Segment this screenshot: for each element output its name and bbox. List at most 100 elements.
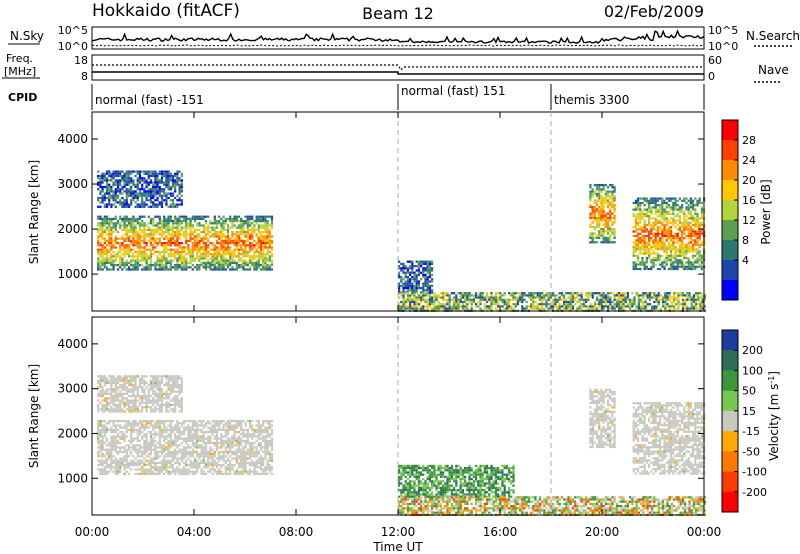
data-cell — [160, 466, 164, 469]
data-cell — [508, 300, 511, 304]
data-cell — [200, 448, 203, 451]
data-cell — [672, 261, 675, 264]
freq-tick-top: 18 — [74, 54, 88, 67]
data-cell — [143, 237, 146, 240]
data-cell — [112, 244, 115, 247]
data-cell — [703, 294, 706, 297]
data-cell — [169, 235, 172, 238]
data-cell — [103, 259, 106, 262]
data-cell — [202, 459, 205, 462]
data-cell — [656, 230, 659, 233]
data-cell — [108, 242, 111, 245]
data-cell — [180, 470, 183, 473]
data-cell — [687, 221, 690, 224]
data-cell — [198, 228, 201, 231]
data-cell — [152, 194, 155, 197]
velocity-data — [97, 375, 706, 516]
data-cell — [189, 257, 192, 260]
data-cell — [123, 426, 126, 429]
data-cell — [613, 294, 616, 297]
data-cell — [634, 226, 637, 229]
data-cell — [171, 464, 175, 467]
data-cell — [97, 235, 100, 238]
data-cell — [641, 243, 644, 246]
data-cell — [143, 472, 146, 475]
data-cell — [600, 197, 603, 200]
data-cell — [121, 464, 124, 467]
data-cell — [695, 294, 698, 297]
data-cell — [698, 250, 701, 253]
data-cell — [138, 420, 142, 423]
data-cell — [262, 264, 265, 267]
data-cell — [255, 233, 258, 236]
data-cell — [127, 420, 131, 423]
data-cell — [600, 217, 603, 220]
data-cell — [127, 228, 131, 231]
data-cell — [257, 242, 260, 245]
data-cell — [231, 253, 234, 256]
data-cell — [191, 226, 194, 229]
data-cell — [251, 248, 254, 251]
data-cell — [684, 307, 687, 310]
data-cell — [666, 305, 669, 308]
data-cell — [246, 253, 249, 256]
data-cell — [196, 464, 199, 467]
data-cell — [417, 265, 420, 268]
data-cell — [196, 466, 199, 469]
data-cell — [154, 424, 157, 427]
data-cell — [626, 296, 629, 299]
data-cell — [231, 257, 234, 260]
data-cell — [699, 292, 702, 295]
data-cell — [125, 179, 128, 182]
data-cell — [114, 228, 117, 231]
data-cell — [244, 261, 247, 264]
data-cell — [674, 241, 677, 244]
data-cell — [182, 257, 186, 260]
data-cell — [116, 201, 120, 204]
data-cell — [398, 292, 401, 295]
data-cell — [165, 224, 168, 227]
data-cell — [141, 170, 144, 173]
data-cell — [110, 244, 113, 247]
data-cell — [211, 264, 214, 267]
data-cell — [121, 426, 124, 429]
data-cell — [123, 226, 126, 229]
data-cell — [125, 203, 128, 206]
data-cell — [589, 195, 592, 198]
data-cell — [413, 278, 416, 281]
data-cell — [220, 264, 223, 267]
data-cell — [700, 212, 703, 216]
data-cell — [114, 172, 117, 175]
data-cell — [158, 179, 161, 182]
data-cell — [694, 241, 697, 244]
data-cell — [563, 300, 566, 304]
data-cell — [668, 305, 671, 308]
data-cell — [178, 231, 181, 234]
data-cell — [143, 268, 146, 271]
data-cell — [459, 296, 462, 299]
data-cell — [145, 185, 148, 189]
data-cell — [411, 284, 414, 287]
data-cell — [678, 254, 681, 257]
data-cell — [209, 268, 212, 271]
data-cell — [178, 215, 181, 218]
data-cell — [167, 435, 170, 438]
data-cell — [604, 184, 607, 187]
data-cell — [134, 192, 137, 195]
data-cell — [224, 217, 227, 220]
data-cell — [123, 457, 126, 460]
data-cell — [689, 263, 692, 266]
data-cell — [112, 231, 115, 234]
data-cell — [681, 241, 684, 244]
data-cell — [665, 250, 668, 253]
data-cell — [604, 294, 607, 297]
data-cell — [231, 224, 234, 227]
data-cell — [264, 266, 267, 269]
data-cell — [503, 303, 506, 306]
data-cell — [665, 256, 668, 260]
data-cell — [253, 220, 256, 223]
data-cell — [114, 253, 117, 256]
data-cell — [196, 468, 199, 471]
data-cell — [165, 442, 168, 445]
data-cell — [643, 228, 646, 231]
